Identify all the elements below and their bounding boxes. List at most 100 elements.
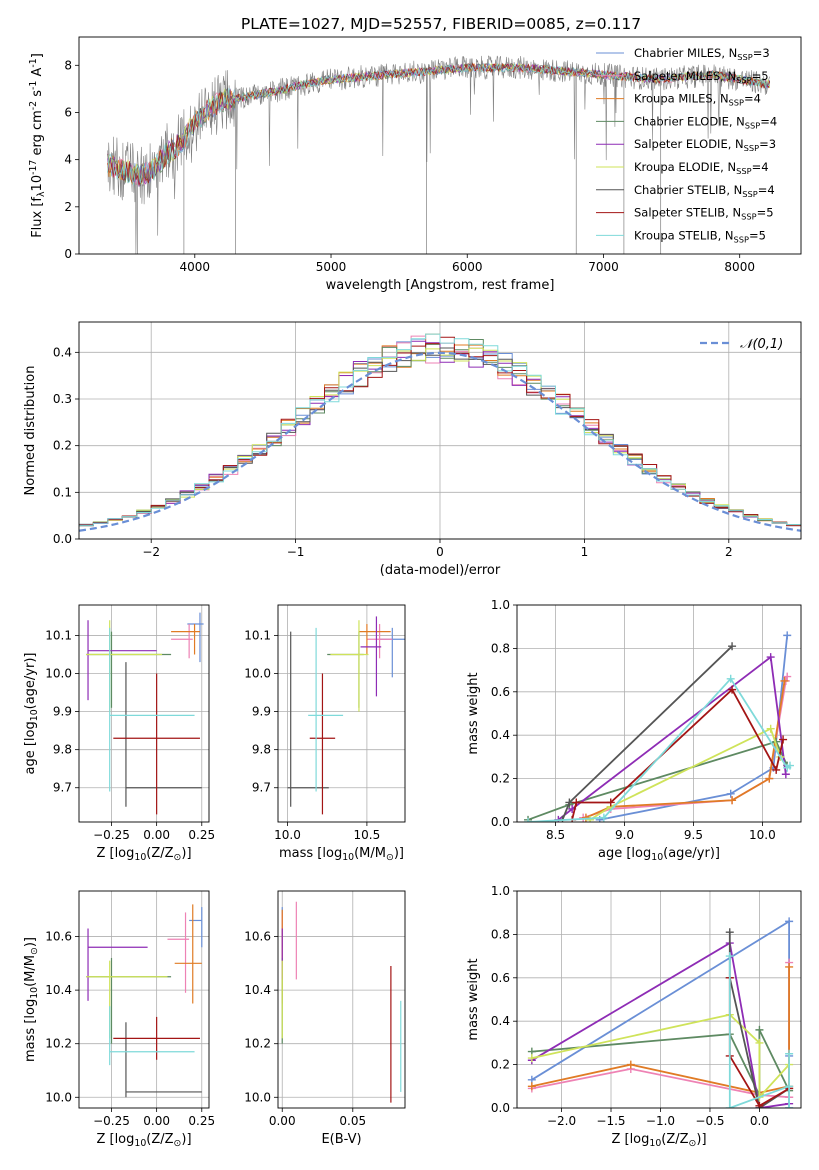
y-tick-label: 0.2	[53, 439, 72, 453]
weight-marker	[726, 674, 735, 683]
weight-marker	[779, 735, 788, 744]
weight-marker	[755, 1025, 764, 1034]
weight-series-salpeter-stelib	[568, 685, 788, 822]
x-tick-label: 6000	[452, 260, 483, 274]
legend-label-kroupa-miles: Kroupa MILES, NSSP=4	[634, 92, 761, 108]
errorbar-salpeter-stelib	[113, 673, 200, 815]
normal-reference-curve	[79, 351, 801, 532]
y-tick-label: 10.6	[244, 930, 271, 944]
weight-marker	[785, 962, 794, 971]
axes-age-vs-Z: −0.25 0.00 0.25 9.7 9.8 9.9 10.0 10.1 Z [log10(Z…	[23, 604, 215, 863]
errorbar-chabrier-miles	[187, 612, 204, 663]
weight-marker	[586, 815, 595, 822]
y-tick-label: 10.2	[45, 1037, 72, 1051]
weight-marker	[565, 798, 574, 807]
y-tick-label: 10.2	[244, 1037, 271, 1051]
y-tick-label: 10.4	[244, 983, 271, 997]
legend-label-chabrier-miles: Chabrier MILES, NSSP=3	[634, 46, 770, 62]
y-tick-label: 10.0	[244, 667, 271, 681]
y-tick-label: 0.0	[491, 815, 510, 829]
y-axis-label: Normed distribution	[23, 366, 38, 496]
x-axis-label: wavelength [Angstrom, rest frame]	[326, 278, 555, 293]
axes-frame	[516, 890, 802, 1109]
errorbar-kroupa-elodie	[330, 620, 369, 712]
y-tick-label: 8	[64, 58, 72, 72]
axes-frame	[78, 890, 210, 1109]
weight-marker	[626, 1060, 635, 1069]
x-tick-label: 8000	[724, 260, 755, 274]
errorbar-kroupa-stelib	[308, 627, 344, 792]
legend-label-kroupa-stelib: Kroupa STELIB, NSSP=5	[634, 228, 766, 244]
weight-marker	[581, 813, 590, 822]
y-tick-label: 9.7	[252, 781, 271, 795]
errorbar-salpeter-miles	[171, 624, 193, 659]
y-tick-label: 9.9	[53, 705, 72, 719]
y-tick-label: 0.1	[53, 485, 72, 499]
x-tick-label: 5000	[316, 260, 347, 274]
y-tick-label: 9.7	[53, 781, 72, 795]
y-axis-label: Flux [fλ10-17 erg cm-2 s-1 A-1]	[28, 53, 47, 238]
weight-marker	[766, 653, 775, 662]
y-tick-label: 10.1	[45, 628, 72, 642]
y-tick-label: 0.6	[491, 971, 510, 985]
x-tick-label: 0.00	[269, 1114, 296, 1128]
y-tick-label: 0	[64, 247, 72, 261]
axes-frame	[277, 890, 406, 1109]
y-tick-label: 9.8	[252, 743, 271, 757]
x-tick-label: 10.0	[749, 828, 776, 842]
x-tick-label: −1	[287, 545, 305, 559]
x-tick-label: −1.5	[596, 1114, 625, 1128]
weight-marker	[728, 685, 737, 694]
axes-mass-vs-Z: −0.25 0.00 0.25 10.0 10.2 10.4 10.6 Z [log10(Z/…	[23, 890, 215, 1149]
y-tick-label: 0.3	[53, 392, 72, 406]
x-axis-label: mass [log10(M/M⊙)]	[279, 846, 404, 863]
weight-marker	[765, 774, 774, 783]
plot-area	[79, 333, 801, 532]
histogram-kroupa-stelib	[79, 333, 801, 526]
y-tick-label: 10.6	[45, 930, 72, 944]
errorbar-chabrier-miles	[189, 907, 203, 948]
weight-marker	[766, 724, 775, 733]
axes-mass-vs-EBV: 0.00 0.05 10.0 10.2 10.4 10.6 E(B-V)	[244, 890, 406, 1147]
plot-area	[281, 901, 402, 1103]
errorbar-kroupa-elodie	[86, 620, 163, 712]
plot-area	[107, 55, 771, 254]
y-tick-label: 0.4	[491, 728, 510, 742]
x-tick-label: −0.25	[93, 828, 130, 842]
errorbar-kroupa-stelib	[109, 627, 195, 792]
weight-marker	[572, 798, 581, 807]
x-axis-label: Z [log10(Z/Z⊙)]	[96, 1132, 191, 1149]
legend-label-chabrier-elodie: Chabrier ELODIE, NSSP=4	[634, 114, 777, 130]
y-tick-label: 9.9	[252, 705, 271, 719]
weight-marker	[725, 952, 734, 961]
y-tick-label: 1.0	[491, 884, 510, 898]
plot-area	[287, 616, 405, 815]
weight-marker	[755, 1038, 764, 1047]
legend-label-kroupa-elodie: Kroupa ELODIE, NSSP=4	[634, 160, 769, 176]
x-tick-label: −2	[142, 545, 160, 559]
y-tick-label: 10.0	[244, 1090, 271, 1104]
errorbar-salpeter-miles	[167, 912, 190, 993]
errorbar-salpeter-elodie	[87, 620, 157, 701]
x-tick-label: 0.25	[188, 1114, 215, 1128]
plots-layer: 4000 5000 6000 7000 8000 0 2 4 6 8 wavelength [Ang…	[23, 36, 802, 1149]
x-tick-label: 9.5	[684, 828, 703, 842]
weight-marker	[785, 1049, 794, 1058]
weight-marker	[781, 770, 790, 779]
weight-marker	[599, 813, 608, 822]
errorbar-salpeter-elodie	[87, 928, 148, 1001]
y-axis-label: mass weight	[466, 958, 481, 1040]
y-tick-label: 6	[64, 105, 72, 119]
weight-line	[589, 727, 782, 821]
errorbar-chabrier-elodie	[86, 957, 172, 1044]
x-tick-label: 1	[581, 545, 589, 559]
x-tick-label: 7000	[588, 260, 619, 274]
x-tick-label: −0.5	[695, 1114, 724, 1128]
axes-age-vs-mass: 10.0 10.5 9.7 9.8 9.9 10.0 10.1 mass [log10(M/M…	[244, 604, 406, 863]
y-tick-label: 10.1	[244, 628, 271, 642]
weight-marker	[783, 672, 792, 681]
axes-frame	[277, 604, 406, 823]
weight-line	[561, 645, 733, 821]
y-tick-label: 10.0	[45, 1090, 72, 1104]
